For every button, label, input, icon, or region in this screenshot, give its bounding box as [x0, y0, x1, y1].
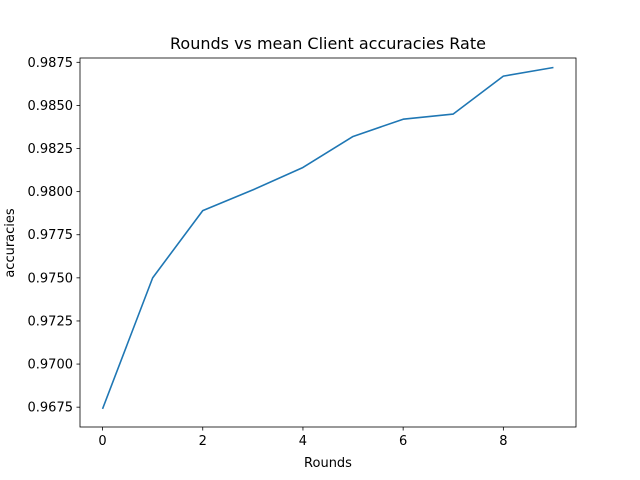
x-axis: 0 2 4 6 8	[98, 427, 507, 449]
x-tick-label: 4	[299, 434, 307, 449]
y-tick-label: 0.9800	[28, 185, 74, 200]
y-tick-label: 0.9850	[28, 99, 74, 114]
y-tick-label: 0.9775	[28, 228, 74, 243]
y-tick-label: 0.9700	[28, 358, 74, 373]
x-tick-label: 0	[98, 434, 106, 449]
series-group	[101, 66, 554, 410]
x-axis-label: Rounds	[304, 456, 352, 471]
chart-title: Rounds vs mean Client accuracies Rate	[170, 34, 486, 53]
y-axis: 0.9675 0.9700 0.9725 0.9750 0.9775 0.9800 0.98…	[28, 56, 80, 416]
y-tick-label: 0.9825	[28, 142, 74, 157]
y-tick-label: 0.9875	[28, 56, 74, 71]
x-tick-label: 8	[499, 434, 507, 449]
series-line	[101, 66, 554, 410]
y-tick-label: 0.9725	[28, 314, 74, 329]
y-tick-label: 0.9675	[28, 401, 74, 416]
x-tick-label: 2	[199, 434, 207, 449]
x-tick-label: 6	[399, 434, 407, 449]
y-tick-label: 0.9750	[28, 271, 74, 286]
y-axis-label: accuracies	[3, 208, 18, 278]
plot-frame	[79, 57, 577, 428]
